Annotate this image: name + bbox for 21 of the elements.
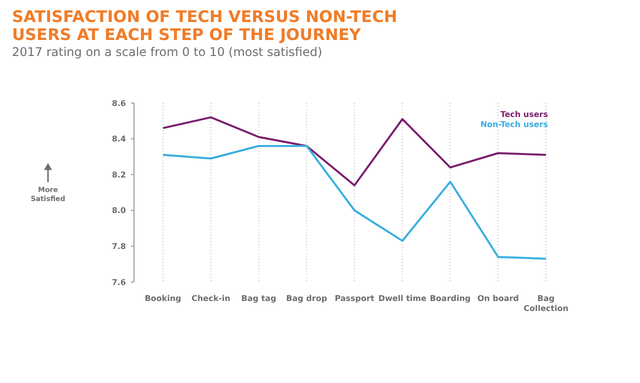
chart-title: SATISFACTION OF TECH VERSUS NON-TECH USERS AT EACH STEP OF THE JOURNEY xyxy=(12,7,398,44)
x-tick-label: On board xyxy=(477,294,520,303)
x-tick-label: Check-in xyxy=(191,294,231,303)
y-tick-label: 8.0 xyxy=(112,206,126,216)
y-tick-label: 8.6 xyxy=(112,98,126,108)
x-tick-label: Bag tag xyxy=(241,294,276,303)
x-tick-label: Boarding xyxy=(430,294,471,303)
line-series xyxy=(162,116,547,186)
y-tick-label: 8.4 xyxy=(112,134,126,144)
text: Non-Tech users xyxy=(480,120,548,129)
x-tick-label: Passport xyxy=(334,294,374,303)
x-tick-label: Booking xyxy=(144,294,182,303)
text: Tech users xyxy=(500,110,548,119)
x-tick-label: Bag drop xyxy=(286,294,328,303)
y-tick-label: 7.8 xyxy=(112,242,126,251)
x-tick-label: Bag Collection xyxy=(524,294,569,313)
y-tick-label: 7.6 xyxy=(112,278,126,287)
y-tick-label: 8.2 xyxy=(112,170,126,180)
line-series xyxy=(162,144,547,260)
chart-subtitle: 2017 rating on a scale from 0 to 10 (most satisfied) xyxy=(12,45,322,59)
x-tick-label: Dwell time xyxy=(378,294,427,303)
